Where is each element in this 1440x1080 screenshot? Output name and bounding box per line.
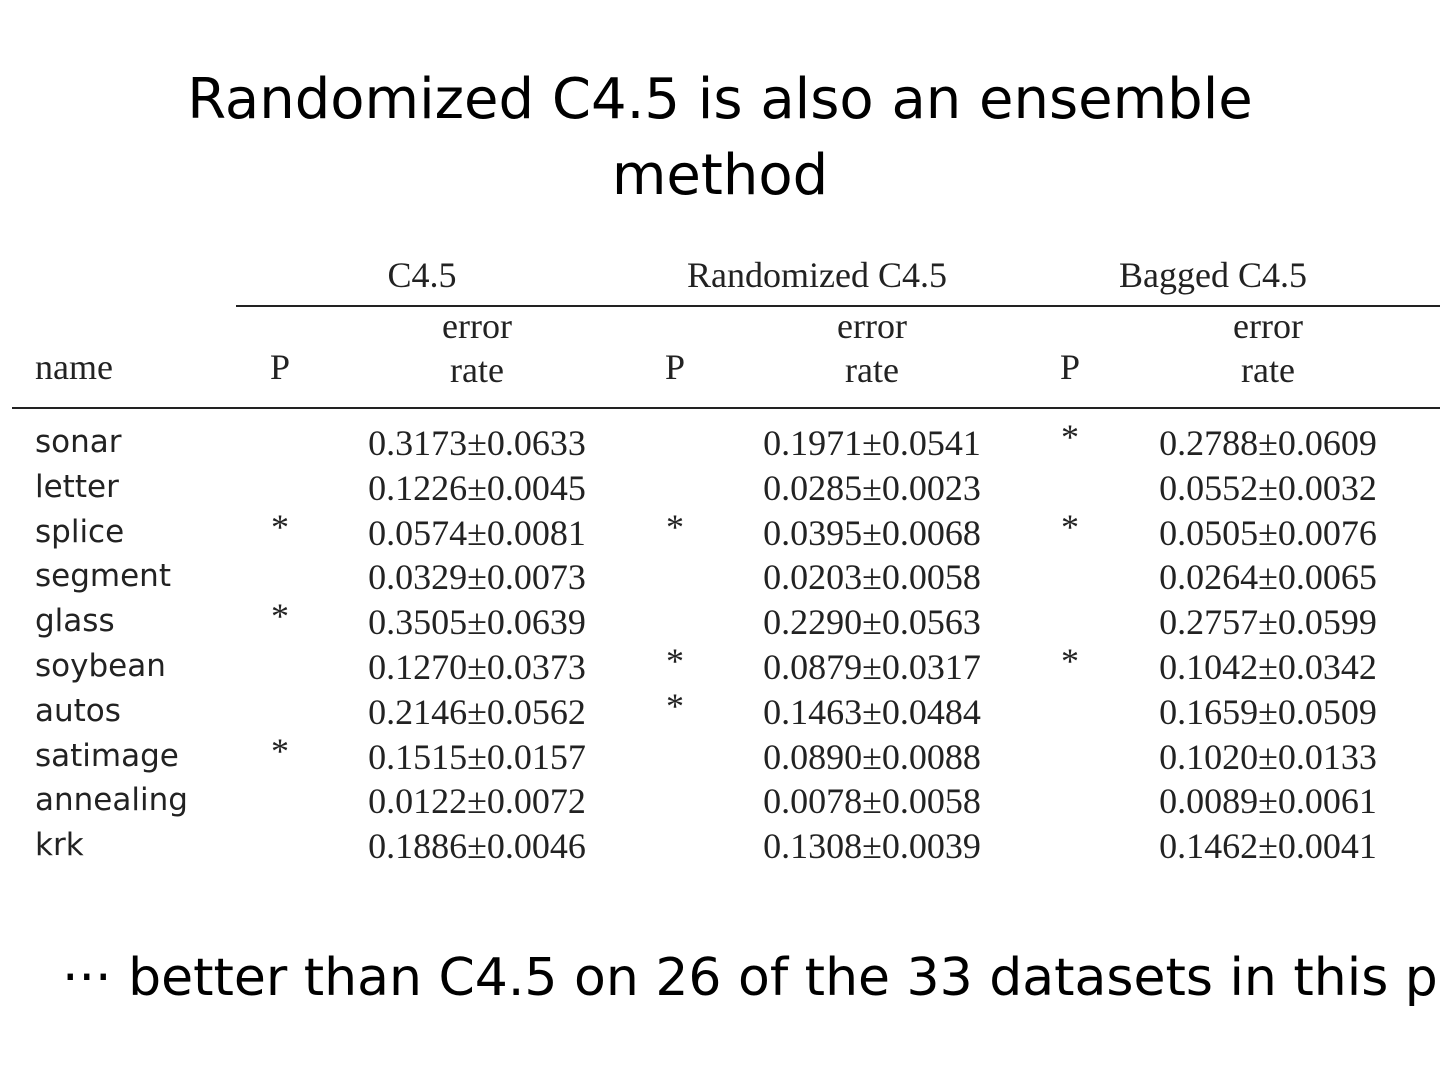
error-rate: 0.0552±0.0032	[1159, 467, 1377, 508]
error-rate: 0.1226±0.0045	[368, 467, 586, 508]
error-rate: 0.0395±0.0068	[763, 512, 981, 553]
row-name: satimage	[35, 737, 179, 774]
error-rate: 0.3505±0.0639	[368, 602, 586, 643]
p-marker: *	[1061, 417, 1079, 457]
row-name: letter	[35, 468, 119, 505]
row-name: annealing	[35, 782, 188, 819]
error-rate: 0.0329±0.0073	[368, 557, 586, 598]
row-name: soybean	[35, 648, 166, 684]
column-header: error rate	[442, 306, 512, 390]
p-marker: *	[1061, 506, 1079, 547]
column-header: error rate	[1233, 306, 1303, 390]
p-marker: *	[666, 641, 684, 681]
p-marker: *	[271, 596, 289, 637]
error-rate: 0.0285±0.0023	[763, 467, 981, 508]
column-header: name	[35, 347, 113, 387]
error-rate: 0.3173±0.0633	[368, 423, 586, 463]
error-rate: 0.1971±0.0541	[763, 423, 981, 463]
row-name: sonar	[35, 424, 122, 460]
row-name: splice	[35, 513, 125, 550]
row-name: autos	[35, 692, 121, 729]
slide-title: Randomized C4.5 is also an ensemble meth…	[187, 67, 1253, 208]
row-name: krk	[35, 827, 84, 864]
column-header: error rate	[837, 306, 907, 390]
p-marker: *	[271, 730, 289, 771]
error-rate: 0.1042±0.0342	[1159, 647, 1377, 687]
group-header: C4.5	[387, 255, 457, 295]
error-rate: 0.1463±0.0484	[763, 691, 981, 732]
error-rate: 0.2290±0.0563	[763, 602, 981, 643]
error-rate: 0.1308±0.0039	[763, 826, 981, 867]
column-header: P	[664, 347, 686, 387]
error-rate: 0.0574±0.0081	[368, 512, 586, 553]
error-rate: 0.0264±0.0065	[1159, 557, 1377, 598]
p-marker: *	[1061, 641, 1079, 681]
group-rule	[236, 305, 1440, 307]
error-rate: 0.1462±0.0041	[1159, 826, 1377, 867]
error-rate: 0.2146±0.0562	[368, 691, 586, 732]
error-rate: 0.0122±0.0072	[368, 781, 586, 822]
error-rate: 0.0879±0.0317	[763, 647, 981, 687]
error-rate: 0.0505±0.0076	[1159, 512, 1377, 553]
error-rate: 0.0078±0.0058	[763, 781, 981, 822]
error-rate: 0.2757±0.0599	[1159, 602, 1377, 643]
error-rate: 0.2788±0.0609	[1159, 423, 1377, 463]
p-marker: *	[666, 685, 684, 726]
error-rate: 0.0890±0.0088	[763, 736, 981, 777]
group-header: Randomized C4.5	[687, 255, 947, 295]
row-name: glass	[35, 603, 115, 640]
group-header: Bagged C4.5	[1119, 255, 1307, 295]
row-name: segment	[35, 558, 171, 595]
error-rate: 0.1270±0.0373	[368, 647, 586, 687]
error-rate: 0.1886±0.0046	[368, 826, 586, 867]
error-rate: 0.1659±0.0509	[1159, 691, 1377, 732]
error-rate: 0.0089±0.0061	[1159, 781, 1377, 822]
p-marker: *	[271, 506, 289, 547]
column-header: P	[1059, 347, 1081, 387]
error-rate: 0.1020±0.0133	[1159, 736, 1377, 777]
error-rate: 0.1515±0.0157	[368, 736, 586, 777]
header-rule	[12, 407, 1440, 409]
p-marker: *	[666, 506, 684, 547]
footer-text: ··· better than C4.5 on 26 of the 33 dat…	[62, 948, 1440, 1008]
error-rate: 0.0203±0.0058	[763, 557, 981, 598]
column-header: P	[269, 347, 291, 387]
